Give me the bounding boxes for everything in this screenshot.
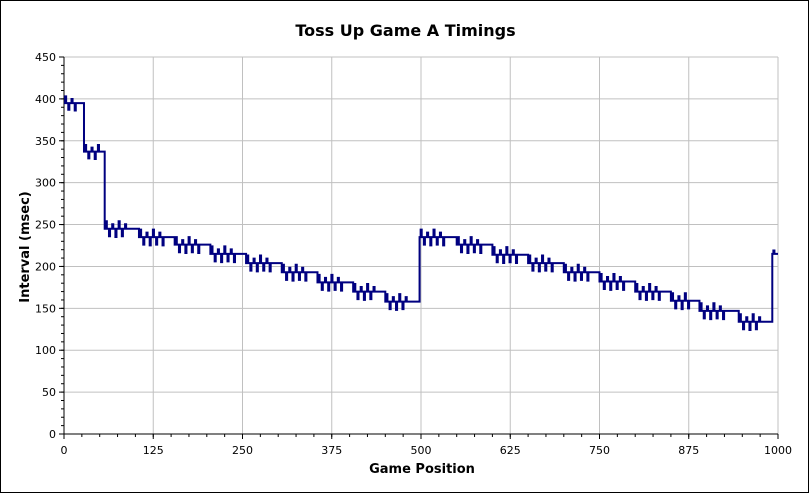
y-tick-label: 450 (35, 51, 56, 64)
y-tick-label: 350 (35, 135, 56, 148)
chart-title: Toss Up Game A Timings (295, 21, 516, 40)
x-tick-label: 875 (678, 444, 699, 457)
x-tick-label: 1000 (764, 444, 792, 457)
y-tick-label: 400 (35, 93, 56, 106)
x-tick-label: 250 (232, 444, 253, 457)
x-tick-label: 375 (321, 444, 342, 457)
x-tick-label: 750 (589, 444, 610, 457)
series-line (64, 95, 778, 332)
y-tick-label: 200 (35, 260, 56, 273)
y-tick-label: 100 (35, 344, 56, 357)
y-tick-label: 0 (49, 428, 56, 441)
x-tick-label: 625 (500, 444, 521, 457)
x-axis-label: Game Position (369, 462, 475, 477)
y-tick-label: 150 (35, 302, 56, 315)
x-tick-label: 0 (61, 444, 68, 457)
y-tick-label: 50 (42, 386, 56, 399)
y-tick-label: 300 (35, 177, 56, 190)
y-tick-label: 250 (35, 219, 56, 232)
x-tick-label: 500 (411, 444, 432, 457)
x-tick-label: 125 (143, 444, 164, 457)
